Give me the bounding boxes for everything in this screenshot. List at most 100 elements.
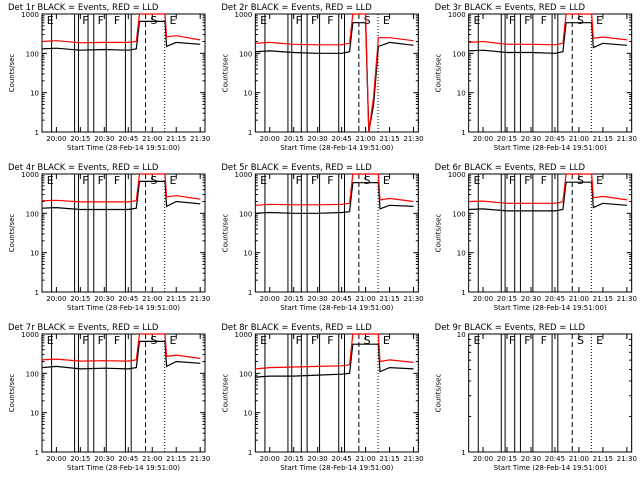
x-tick-label: 20:15: [284, 135, 304, 143]
state-marker-label: F: [509, 334, 515, 347]
x-tick-label: 20:45: [332, 455, 352, 463]
state-marker-label: F: [98, 334, 104, 347]
y-tick-label: 1: [461, 129, 465, 137]
x-axis-label: Start Time (28-Feb-14 19:51:00): [494, 464, 607, 472]
x-tick-label: 21:00: [142, 455, 162, 463]
y-tick-label: 1: [35, 449, 39, 457]
chart-title: Det 9r BLACK = Events, RED = LLD: [435, 323, 586, 333]
x-axis-label: Start Time (28-Feb-14 19:51:00): [494, 144, 607, 152]
state-marker-label: S: [364, 174, 371, 187]
state-marker-label: F: [524, 334, 530, 347]
x-tick-label: 20:45: [332, 295, 352, 303]
state-marker-label: F: [327, 334, 333, 347]
plot-frame: [468, 173, 633, 293]
y-axis-label: Counts/sec: [8, 214, 16, 253]
chart-title: Det 4r BLACK = Events, RED = LLD: [8, 163, 159, 173]
y-tick-label: 10: [243, 90, 252, 98]
state-marker-label: F: [296, 334, 302, 347]
state-marker-label: F: [114, 334, 120, 347]
x-tick-label: 20:00: [473, 295, 493, 303]
chart-panel-3r: Det 3r BLACK = Events, RED = LLD Counts/s…: [435, 3, 637, 152]
x-tick-label: 21:30: [617, 295, 637, 303]
plot-frame: [468, 333, 633, 453]
x-tick-label: 21:15: [593, 135, 613, 143]
series-line-events: [41, 20, 201, 51]
y-tick-label: 100: [452, 210, 465, 218]
x-tick-label: 21:15: [166, 455, 186, 463]
x-tick-label: 21:15: [166, 295, 186, 303]
series-line-lld: [255, 173, 414, 206]
y-tick-label: 1000: [235, 11, 253, 19]
x-tick-label: 21:00: [142, 135, 162, 143]
x-tick-label: 21:15: [379, 295, 399, 303]
y-tick-label: 100: [239, 50, 252, 58]
x-tick-label: 20:30: [521, 455, 541, 463]
x-tick-label: 20:00: [46, 295, 66, 303]
y-tick-label: 1: [35, 289, 39, 297]
chart-panel-9r: Det 9r BLACK = Events, RED = LLD Counts/s…: [435, 323, 637, 472]
x-axis-label: Start Time (28-Feb-14 19:51:00): [280, 144, 393, 152]
series-line-events: [255, 22, 414, 133]
x-tick-label: 20:15: [70, 455, 90, 463]
y-tick-label: 1: [35, 129, 39, 137]
plot-frame: [254, 333, 419, 453]
state-marker-label: E: [383, 334, 390, 347]
series-line-lld: [255, 13, 414, 133]
series-line-events: [255, 182, 414, 214]
x-tick-label: 20:00: [473, 135, 493, 143]
state-marker-label: F: [327, 174, 333, 187]
y-tick-label: 1000: [448, 171, 466, 179]
state-marker-label: F: [509, 174, 515, 187]
x-tick-label: 20:00: [46, 135, 66, 143]
x-tick-label: 21:15: [166, 135, 186, 143]
state-marker-label: F: [114, 14, 120, 27]
y-tick-label: 1: [248, 449, 252, 457]
state-marker-label: E: [383, 14, 390, 27]
state-marker-label: F: [327, 14, 333, 27]
x-tick-label: 21:30: [190, 135, 210, 143]
state-marker-label: S: [364, 14, 371, 27]
series-line-events: [41, 340, 201, 370]
y-tick-label: 10: [30, 410, 39, 418]
y-tick-label: 100: [239, 370, 252, 378]
x-tick-label: 21:15: [379, 135, 399, 143]
x-tick-label: 20:45: [118, 455, 138, 463]
state-marker-label: E: [47, 334, 54, 347]
series-line-lld: [468, 13, 627, 46]
state-marker-label: F: [541, 14, 547, 27]
state-marker-label: F: [524, 174, 530, 187]
state-marker-label: F: [98, 14, 104, 27]
y-tick-label: 1000: [21, 11, 39, 19]
chart-panel-2r: Det 2r BLACK = Events, RED = LLD Counts/s…: [221, 3, 423, 152]
y-tick-label: 10: [30, 250, 39, 258]
x-tick-label: 20:30: [308, 295, 328, 303]
state-marker-label: F: [311, 174, 317, 187]
y-axis-label: Counts/sec: [435, 374, 443, 413]
y-tick-label: 10: [457, 250, 466, 258]
y-tick-label: 100: [239, 210, 252, 218]
x-tick-label: 21:15: [379, 455, 399, 463]
x-tick-label: 21:00: [356, 295, 376, 303]
state-marker-label: F: [82, 334, 88, 347]
x-tick-label: 21:30: [190, 455, 210, 463]
chart-panel-5r: Det 5r BLACK = Events, RED = LLD Counts/s…: [221, 163, 423, 312]
state-marker-label: F: [541, 334, 547, 347]
state-marker-label: E: [596, 14, 603, 27]
state-marker-label: E: [47, 174, 54, 187]
x-tick-label: 20:00: [260, 295, 280, 303]
state-marker-label: E: [383, 174, 390, 187]
chart-title: Det 1r BLACK = Events, RED = LLD: [8, 3, 159, 13]
x-tick-label: 21:30: [403, 455, 423, 463]
series-line-lld: [41, 333, 201, 362]
x-tick-label: 20:45: [545, 455, 565, 463]
chart-title: Det 6r BLACK = Events, RED = LLD: [435, 163, 586, 173]
y-axis-label: Counts/sec: [221, 54, 229, 93]
x-axis-label: Start Time (28-Feb-14 19:51:00): [67, 464, 180, 472]
y-tick-label: 1000: [21, 331, 39, 339]
x-tick-label: 20:00: [46, 455, 66, 463]
state-marker-label: S: [577, 174, 584, 187]
y-tick-label: 100: [26, 50, 39, 58]
y-tick-label: 1000: [21, 171, 39, 179]
y-tick-label: 10: [243, 410, 252, 418]
state-marker-label: E: [170, 334, 177, 347]
